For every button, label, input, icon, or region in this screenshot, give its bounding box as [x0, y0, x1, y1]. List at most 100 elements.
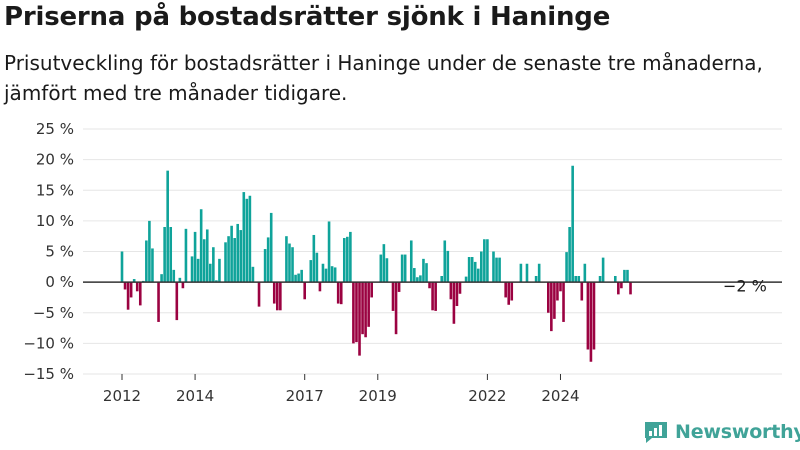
bar [224, 242, 227, 283]
bar [413, 268, 416, 283]
bar [349, 231, 352, 283]
bar [251, 266, 255, 283]
bar [342, 238, 346, 283]
bar [181, 282, 185, 289]
bar [291, 247, 294, 283]
bar [285, 236, 288, 283]
bar [123, 282, 127, 290]
bar [568, 227, 571, 283]
bar [394, 282, 398, 335]
bar [209, 263, 212, 283]
bar [400, 254, 404, 283]
bar [138, 282, 142, 306]
bar [492, 251, 495, 283]
bar [464, 276, 468, 283]
bar [346, 236, 349, 283]
bar [178, 277, 182, 283]
bar [166, 170, 169, 283]
bar [190, 256, 194, 283]
y-tick-label: 5 % [45, 243, 74, 261]
bar [300, 269, 303, 283]
bar [452, 282, 456, 324]
bar [257, 282, 261, 307]
bar [556, 282, 559, 301]
bar [151, 248, 154, 283]
bar [330, 266, 334, 283]
bar [409, 240, 413, 283]
chart-subtitle: Prisutveckling för bostadsrätter i Hanin… [4, 51, 763, 105]
bar [352, 282, 355, 344]
x-tick-label: 2019 [359, 387, 397, 405]
bar [239, 230, 243, 283]
bar [218, 258, 221, 283]
x-tick-label: 2022 [468, 387, 506, 405]
x-axis-labels: 2012 2014 2017 2019 2022 2024 [103, 374, 580, 405]
bar [431, 282, 434, 311]
bar [510, 282, 514, 301]
bar [297, 273, 300, 283]
bar [455, 282, 459, 307]
bar [266, 237, 270, 283]
bar [589, 282, 593, 362]
bar [498, 257, 501, 283]
bar [370, 282, 373, 298]
bar [428, 282, 431, 289]
bar [339, 282, 343, 305]
bar [571, 165, 574, 283]
bar [175, 282, 179, 321]
bar [476, 268, 480, 283]
bar [580, 282, 584, 301]
bar [172, 269, 176, 283]
bar [403, 254, 407, 283]
bar [483, 239, 486, 283]
bar [559, 282, 562, 292]
bars [120, 165, 632, 362]
bar [458, 282, 462, 294]
bar [321, 263, 325, 283]
logo-icon [645, 422, 667, 443]
bar [586, 282, 590, 350]
bar [279, 282, 282, 311]
bar [416, 277, 419, 283]
bar [592, 282, 596, 350]
bar [169, 227, 173, 283]
bar [364, 282, 367, 338]
latest-value-annotation: −2 % [723, 276, 767, 295]
x-tick-label: 2012 [103, 387, 141, 405]
bar [212, 247, 215, 283]
bar [160, 274, 163, 283]
x-tick-label: 2014 [176, 387, 214, 405]
bar [202, 239, 206, 283]
bar [367, 282, 370, 327]
y-tick-label: 10 % [36, 212, 74, 230]
bar [565, 252, 568, 283]
bar [504, 282, 507, 298]
bar [129, 282, 133, 298]
y-tick-label: 20 % [36, 151, 74, 169]
bar [272, 282, 276, 304]
bar [425, 263, 428, 283]
bar [324, 268, 328, 283]
bar [397, 282, 401, 292]
bar [617, 282, 620, 295]
bar [157, 282, 160, 322]
bar [233, 238, 236, 283]
bar [294, 274, 297, 283]
bar [163, 227, 166, 283]
bar [358, 282, 361, 356]
y-tick-label: −10 % [23, 334, 74, 352]
bar [327, 221, 331, 283]
bar [245, 198, 249, 283]
bar [288, 243, 291, 283]
bar [248, 195, 252, 283]
bar [507, 282, 511, 305]
bar [315, 252, 319, 283]
bar [132, 279, 136, 283]
bar [422, 258, 425, 283]
bar [537, 263, 541, 283]
bar [419, 275, 422, 283]
x-tick-label: 2017 [286, 387, 324, 405]
bar [215, 280, 218, 283]
bar [120, 251, 124, 283]
bar [434, 282, 437, 311]
